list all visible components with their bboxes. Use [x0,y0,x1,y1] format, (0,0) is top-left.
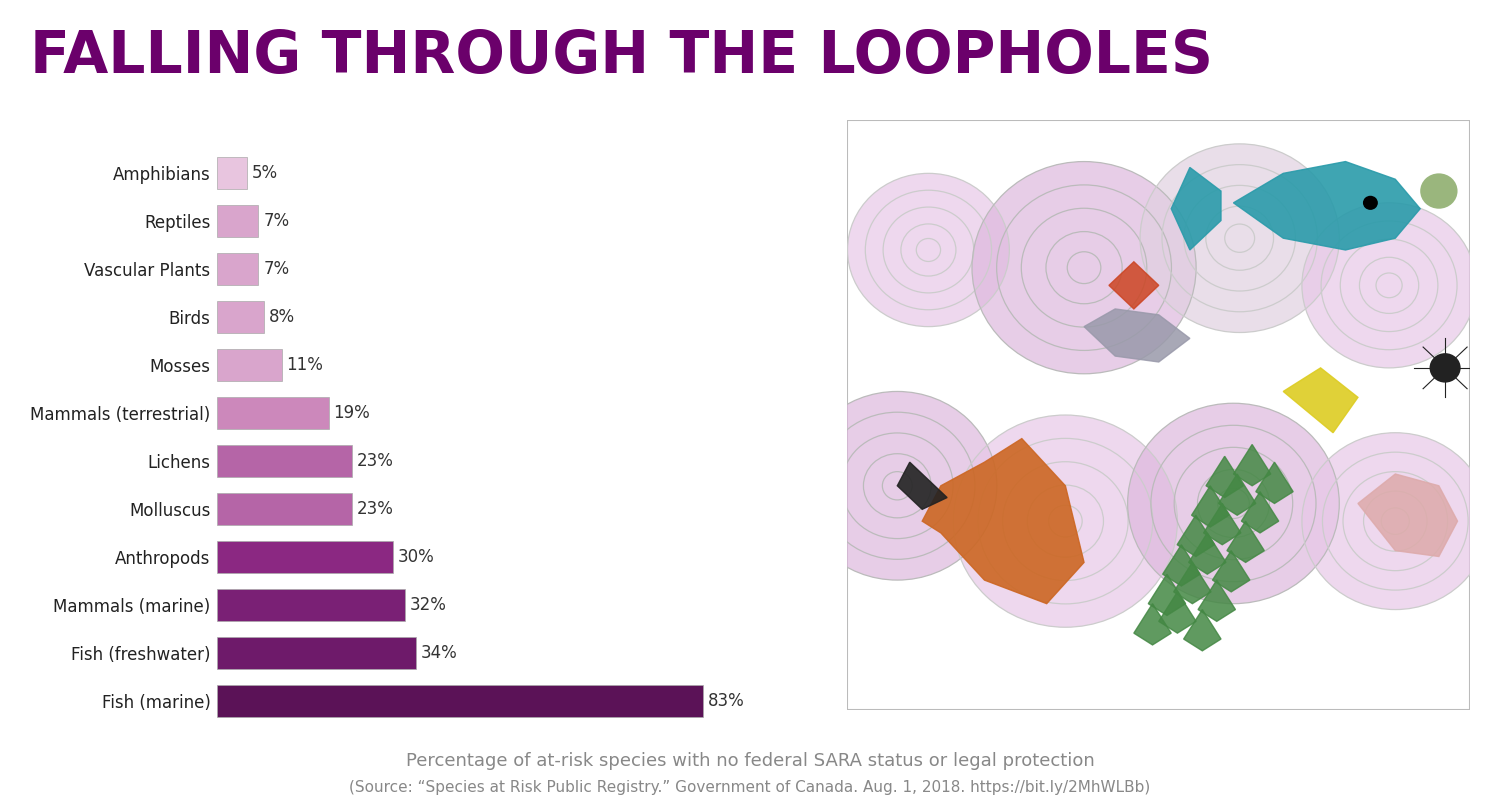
Polygon shape [897,462,946,509]
Text: 32%: 32% [410,596,447,614]
Text: 34%: 34% [422,644,458,662]
Polygon shape [1242,492,1278,533]
Text: (Source: “Species at Risk Public Registry.” Government of Canada. Aug. 1, 2018. : (Source: “Species at Risk Public Registr… [350,780,1150,795]
Circle shape [1302,203,1476,368]
Polygon shape [1282,368,1358,433]
Bar [217,492,352,525]
Circle shape [1430,353,1461,383]
Bar [217,349,282,382]
Circle shape [954,415,1178,627]
Polygon shape [922,439,1084,604]
Polygon shape [1203,504,1240,545]
Polygon shape [1134,604,1172,645]
Polygon shape [1191,486,1228,527]
Bar [217,205,258,237]
Polygon shape [1149,574,1185,615]
Circle shape [1302,433,1488,610]
Polygon shape [1206,456,1243,497]
Bar [217,253,258,286]
Bar [217,541,393,573]
Polygon shape [1184,610,1221,651]
Text: 7%: 7% [262,213,290,230]
Bar [217,397,328,429]
Text: 23%: 23% [357,452,393,470]
Polygon shape [1178,515,1215,557]
Bar [217,637,417,670]
Bar [217,589,405,622]
Polygon shape [1218,474,1255,515]
Polygon shape [1233,444,1270,486]
Circle shape [1364,196,1378,210]
Circle shape [1128,403,1340,604]
Circle shape [972,161,1196,374]
Polygon shape [1084,309,1190,362]
Polygon shape [1162,545,1200,586]
Circle shape [847,173,1010,326]
Bar [217,685,703,717]
Text: FALLING THROUGH THE LOOPHOLES: FALLING THROUGH THE LOOPHOLES [30,28,1214,85]
Text: Percentage of at-risk species with no federal SARA status or legal protection: Percentage of at-risk species with no fe… [405,752,1095,770]
Polygon shape [1173,562,1210,604]
Text: 7%: 7% [262,260,290,278]
Bar [217,301,264,334]
Polygon shape [1188,533,1225,574]
Polygon shape [1233,161,1420,250]
Polygon shape [1358,474,1458,557]
Polygon shape [1198,580,1236,622]
Polygon shape [1212,551,1249,592]
Text: 19%: 19% [333,404,370,422]
Polygon shape [1158,592,1196,633]
Text: 5%: 5% [252,164,278,182]
Circle shape [798,391,998,580]
Text: 11%: 11% [286,356,324,374]
Text: 8%: 8% [268,308,296,326]
Polygon shape [1108,261,1158,309]
Bar [217,157,246,189]
Text: 83%: 83% [708,692,744,710]
Circle shape [1140,144,1340,333]
Text: 30%: 30% [398,548,435,566]
Polygon shape [1256,462,1293,504]
Circle shape [1420,173,1458,209]
Polygon shape [1227,521,1264,562]
Polygon shape [1172,168,1221,250]
Text: 23%: 23% [357,500,393,518]
Bar [217,445,352,477]
